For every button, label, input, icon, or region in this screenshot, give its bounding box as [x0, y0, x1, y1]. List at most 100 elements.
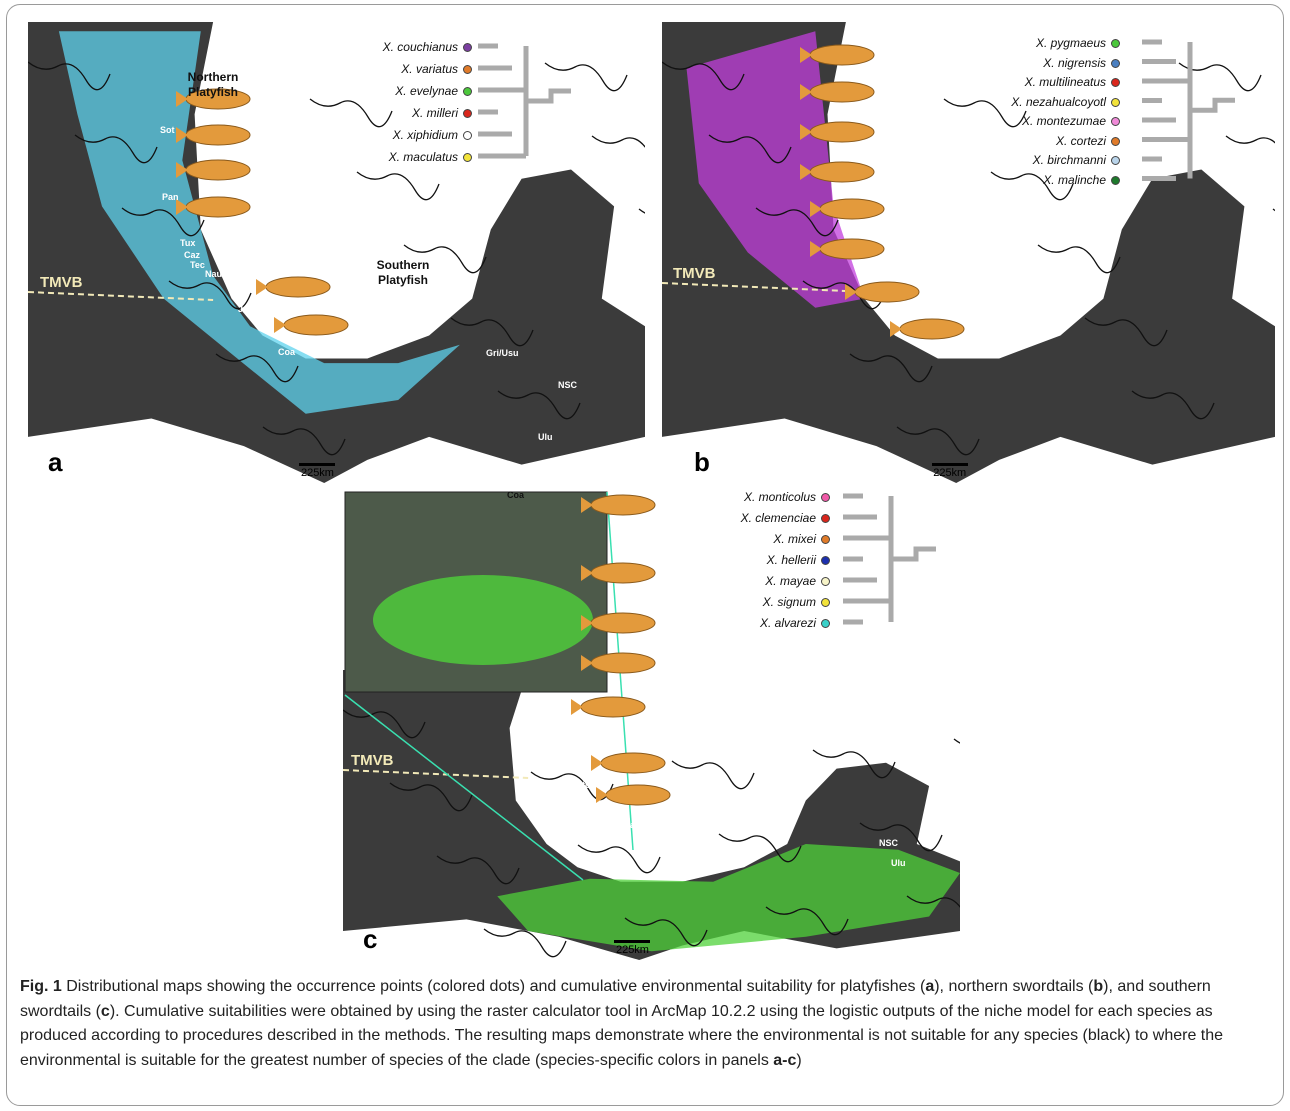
caption-text: ), and southern swordtails ( — [20, 978, 1211, 1020]
species-name: X. milleri — [411, 106, 458, 120]
fish-tail — [176, 162, 188, 178]
fish-tail — [581, 615, 593, 631]
place-label: Tec — [190, 260, 205, 270]
inset-pointer — [344, 694, 584, 881]
species-dot — [821, 493, 830, 502]
river — [708, 134, 792, 164]
place-label: NSC — [558, 380, 578, 390]
species-dot — [463, 65, 472, 74]
river — [990, 171, 1074, 201]
caption-text: a — [925, 978, 935, 995]
river — [906, 895, 960, 908]
river — [483, 928, 567, 958]
river — [544, 62, 628, 92]
river — [671, 760, 755, 790]
scale-bar: 225km — [299, 463, 336, 479]
fish — [590, 652, 656, 674]
figure-frame — [6, 4, 1284, 1106]
place-label: Jam/Ato Pap — [238, 304, 293, 314]
place-label: Nau — [205, 269, 223, 279]
species-name: X. alvarezi — [759, 616, 816, 630]
caption-text: Distributional maps showing the occurren… — [61, 978, 926, 995]
river — [765, 906, 849, 936]
species-dot — [821, 598, 830, 607]
place-label: Coa — [507, 490, 525, 500]
species-dot — [463, 153, 472, 162]
fish-tail — [845, 284, 857, 300]
place-label: Coa — [278, 347, 296, 357]
species-dot — [1111, 156, 1120, 165]
fish — [185, 196, 251, 218]
fish-tail — [591, 755, 603, 771]
panel-b: X. pygmaeus X. nigrensis X. multilineatus X… — [662, 22, 1275, 483]
species-name: X. monticolus — [743, 490, 816, 504]
species-dot — [1111, 58, 1120, 68]
fish-tail — [256, 279, 268, 295]
group-label: Southern Platyfish — [376, 258, 430, 287]
fish — [819, 238, 885, 260]
fish-tail — [176, 199, 188, 215]
place-label: Sot — [160, 125, 175, 135]
species-dot — [1111, 117, 1120, 126]
phylogeny — [1142, 39, 1235, 181]
panel-label: c — [363, 924, 378, 954]
fish-tail — [274, 317, 286, 333]
river — [802, 280, 886, 310]
species-dot — [821, 535, 830, 544]
river — [1037, 244, 1121, 274]
scale-bar: 225km — [931, 463, 968, 479]
caption-text: ). Cumulative suitabilities were obtaine… — [20, 1002, 1224, 1069]
fish — [605, 784, 671, 806]
suitability-area — [58, 31, 460, 414]
caption-text: ) — [796, 1051, 802, 1069]
species-name: X. nigrensis — [1043, 55, 1106, 70]
river — [309, 98, 393, 128]
caption-text: a-c — [773, 1051, 797, 1069]
place-label: Pan — [884, 190, 901, 200]
fish-tail — [810, 201, 822, 217]
figure-caption: Fig. 1 Distributional maps showing the o… — [20, 975, 1270, 1073]
fish — [283, 314, 349, 336]
species-name: X. evelynae — [395, 84, 458, 98]
panel-label: a — [48, 447, 63, 477]
fish — [600, 752, 666, 774]
river — [121, 207, 205, 237]
suitability-area — [497, 844, 960, 952]
species-dot — [821, 577, 830, 586]
river — [624, 917, 708, 947]
fish — [809, 44, 875, 66]
species-name: X. malinche — [1043, 172, 1106, 187]
panel-a: X. couchianus X. variatus X. evelynae X. mi… — [28, 22, 645, 483]
species-dot — [1111, 136, 1120, 146]
fish — [580, 696, 646, 718]
tmvb-line — [662, 282, 846, 292]
fish — [590, 494, 656, 516]
river — [215, 353, 299, 383]
fish-tail — [800, 47, 812, 63]
species-dot — [821, 619, 830, 628]
fish — [265, 276, 331, 298]
species-name: X. montezumae — [1021, 114, 1106, 128]
tmvb-line — [28, 291, 214, 301]
species-name: X. signum — [762, 595, 816, 609]
river — [74, 134, 158, 164]
tree-spine — [1187, 42, 1235, 179]
region-label: TMVB — [40, 274, 83, 291]
fish-tail — [800, 84, 812, 100]
place-label: Gri/Usu — [648, 833, 681, 843]
place-label: Jam/Ato Pap — [555, 780, 610, 790]
place-label: Caz — [184, 250, 201, 260]
river — [450, 317, 534, 347]
species-dot — [821, 556, 830, 565]
river — [896, 426, 980, 456]
species-name: X. multilineatus — [1024, 75, 1106, 89]
species-dot — [1111, 78, 1120, 87]
fish-tail — [596, 787, 608, 803]
place-label: Nau — [521, 746, 539, 756]
species-dot — [463, 109, 472, 118]
suitability-area — [686, 31, 865, 308]
fish — [590, 562, 656, 584]
group-label: Northern Platyfish — [187, 70, 239, 99]
caption-text: b — [1093, 978, 1104, 995]
river — [436, 855, 520, 885]
